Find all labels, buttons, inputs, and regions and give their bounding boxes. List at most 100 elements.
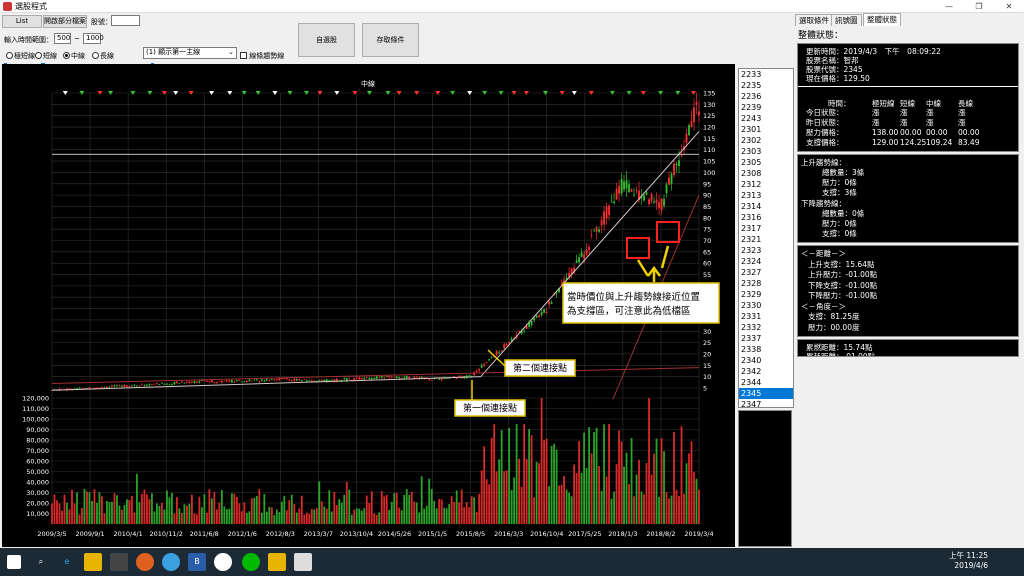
main-callout-box	[562, 282, 720, 324]
line-icon[interactable]	[242, 553, 260, 571]
code-list-item[interactable]: 2236	[741, 92, 762, 101]
volume-bar	[463, 507, 466, 524]
radio-short[interactable]: 短線	[35, 51, 57, 61]
code-list-item[interactable]: 2330	[741, 301, 762, 310]
code-list-item[interactable]: 2305	[741, 158, 762, 167]
volume-bar	[223, 506, 226, 524]
system-clock[interactable]: 上午 11:25 2019/4/6	[949, 551, 988, 571]
volume-tick-label: 50,000	[26, 468, 49, 476]
red-app-icon[interactable]	[214, 553, 232, 571]
stock-no-input[interactable]	[111, 15, 140, 26]
volume-bar	[603, 424, 605, 524]
candle-body	[283, 378, 286, 380]
candle-body	[400, 377, 403, 379]
radio-medium[interactable]: 中線	[63, 51, 85, 61]
minimize-button[interactable]: —	[945, 2, 953, 11]
signal-marker-icon	[559, 91, 565, 95]
blog-icon[interactable]: B	[188, 553, 206, 571]
candle-body	[550, 302, 553, 304]
code-list-item[interactable]: 2313	[741, 191, 762, 200]
main-line-dropdown[interactable]: (1) 顯示第一主線 ⌄	[143, 47, 237, 59]
maximize-button[interactable]: ❐	[975, 2, 983, 11]
candle-body	[131, 385, 133, 387]
volume-bar	[415, 502, 418, 524]
code-list-item[interactable]: 2303	[741, 147, 762, 156]
trendline-checkbox[interactable]: 線條趨勢線	[240, 51, 284, 61]
signal-marker-icon	[241, 91, 247, 95]
code-list-item[interactable]: 2344	[741, 378, 762, 387]
code-list-item[interactable]: 2338	[741, 345, 762, 354]
candle-body	[645, 192, 648, 195]
code-list-item[interactable]: 2342	[741, 367, 762, 376]
code-list-item[interactable]: 2331	[741, 312, 762, 321]
photos-icon[interactable]	[294, 553, 312, 571]
code-list-item[interactable]: 2233	[741, 70, 762, 79]
folder-icon-2[interactable]	[268, 553, 286, 571]
open-partial-file-button[interactable]: 開啟部分檔案	[43, 15, 87, 28]
code-list-item[interactable]: 2312	[741, 180, 762, 189]
code-list-item[interactable]: 2332	[741, 323, 762, 332]
code-list-item[interactable]: 2243	[741, 114, 762, 123]
volume-bar	[663, 451, 665, 524]
tab-conditions[interactable]: 選取條件	[795, 14, 833, 26]
code-list-item[interactable]: 2316	[741, 213, 762, 222]
candle-body	[438, 377, 441, 380]
code-list-item[interactable]: 2302	[741, 136, 762, 145]
code-list-item[interactable]: 2347	[741, 400, 762, 408]
volume-bar	[353, 509, 356, 524]
price-tick-label: 130	[703, 101, 715, 109]
tab-signal-chart[interactable]: 訊號圖	[831, 14, 862, 26]
edge-icon[interactable]: e	[64, 557, 70, 566]
save-conditions-button[interactable]: 存取條件	[362, 23, 419, 57]
signal-marker-icon	[482, 91, 488, 95]
code-list-item[interactable]: 2314	[741, 202, 762, 211]
candle-body	[141, 383, 143, 385]
candle-body	[680, 155, 683, 157]
firefox-icon[interactable]	[136, 553, 154, 571]
radio-long[interactable]: 長線	[92, 51, 114, 61]
tab-overall-status[interactable]: 整體狀態	[863, 13, 901, 26]
code-list-item[interactable]: 2308	[741, 169, 762, 178]
volume-bar	[480, 470, 483, 524]
code-list-item[interactable]: 2321	[741, 235, 762, 244]
folder-icon[interactable]	[84, 553, 102, 571]
close-button[interactable]: ✕	[1005, 2, 1013, 11]
trend-cell: 00.00	[900, 128, 922, 137]
overall-status-label: 整體狀態：	[798, 31, 844, 41]
candle-body	[610, 201, 613, 203]
volume-bar	[558, 485, 561, 524]
code-list-item[interactable]: 2324	[741, 257, 762, 266]
price-tick-label: 25	[703, 339, 711, 347]
candle-body	[498, 351, 501, 353]
code-list-item[interactable]: 2323	[741, 246, 762, 255]
radio-ultrashort[interactable]: 極短線	[6, 51, 35, 61]
volume-bar	[608, 423, 610, 524]
range-to-input[interactable]: 1000	[83, 33, 104, 44]
candle-body	[628, 184, 630, 193]
code-list-item[interactable]: 2328	[741, 279, 762, 288]
candle-body	[690, 120, 693, 127]
code-list-item[interactable]: 2327	[741, 268, 762, 277]
stock-code-list[interactable]: 2233 2235 2236 2239 2243 2301 2302 2303 2305 2308…	[738, 68, 794, 408]
code-list-item[interactable]: 2239	[741, 103, 762, 112]
search-icon[interactable]: ⌕	[38, 557, 44, 566]
code-list-item[interactable]: 2329	[741, 290, 762, 299]
signal-marker-icon	[161, 91, 167, 95]
candle-body	[635, 190, 638, 191]
auto-select-button[interactable]: 自選股	[298, 23, 355, 57]
range-from-input[interactable]: 500	[54, 33, 71, 44]
volume-bar	[535, 461, 538, 524]
code-list-item[interactable]: 2345	[739, 388, 793, 399]
stock-chart[interactable]: 135 130 125 120 115 110 105 100 95 90 85 80 75 70 65 60…	[2, 64, 735, 547]
list-button[interactable]: List	[2, 15, 42, 28]
code-list-item[interactable]: 2337	[741, 334, 762, 343]
candle-body	[368, 377, 371, 379]
code-list-item[interactable]: 2340	[741, 356, 762, 365]
windows-start-icon[interactable]	[7, 555, 21, 569]
store-icon[interactable]	[110, 553, 128, 571]
code-list-item[interactable]: 2235	[741, 81, 762, 90]
code-list-item[interactable]: 2301	[741, 125, 762, 134]
code-list-item[interactable]: 2317	[741, 224, 762, 233]
volume-bar	[553, 443, 556, 524]
browser-icon[interactable]	[162, 553, 180, 571]
